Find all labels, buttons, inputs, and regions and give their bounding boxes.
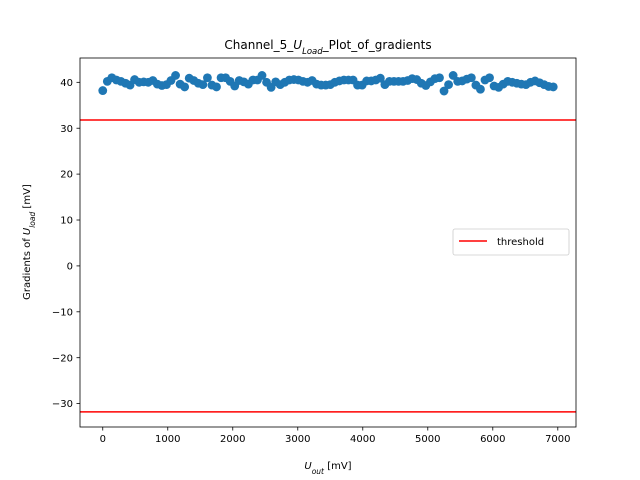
- y-tick-label: 0: [67, 262, 73, 273]
- data-point: [257, 71, 267, 80]
- chart-title: Channel_5_ULoad_Plot_of_gradients: [224, 38, 431, 57]
- data-point: [198, 80, 208, 90]
- data-point: [466, 73, 476, 83]
- x-tick-label: 0: [100, 434, 106, 445]
- data-point: [203, 73, 212, 83]
- y-axis-label: Gradients of Uload [mV]: [22, 184, 37, 300]
- y-tick-label: −30: [52, 399, 73, 410]
- data-point: [448, 71, 458, 80]
- y-tick-label: 20: [60, 170, 73, 181]
- x-tick-label: 5000: [415, 434, 440, 445]
- y-tick-label: −20: [52, 353, 73, 364]
- x-tick-label: 3000: [285, 434, 310, 445]
- legend-box: [452, 228, 570, 256]
- x-axis: 0 1000 2000 3000 4000 5000 6000 7000: [100, 427, 571, 445]
- data-point: [180, 82, 190, 92]
- data-point: [548, 82, 558, 92]
- x-tick-label: 1000: [155, 434, 180, 445]
- axes-frame: [79, 57, 577, 428]
- x-tick-label: 4000: [350, 434, 375, 445]
- x-tick-label: 2000: [220, 434, 245, 445]
- x-axis-label: Uout [mV]: [304, 461, 351, 476]
- legend: threshold: [452, 228, 570, 256]
- data-point: [476, 84, 485, 94]
- y-tick-label: 40: [60, 78, 73, 89]
- plot-area: [80, 71, 576, 413]
- data-point: [212, 82, 221, 92]
- y-tick-label: −10: [52, 307, 73, 318]
- data-point: [435, 73, 444, 83]
- legend-threshold-label: threshold: [497, 237, 544, 248]
- data-point: [171, 71, 180, 80]
- data-point: [375, 73, 385, 83]
- data-point: [98, 86, 108, 95]
- y-tick-label: 10: [60, 216, 73, 227]
- x-tick-label: 6000: [480, 434, 505, 445]
- y-axis: −30 −20 −10 0 10 20 30 40: [52, 78, 80, 410]
- data-point: [485, 73, 494, 83]
- y-tick-label: 30: [60, 124, 73, 135]
- data-point: [439, 86, 449, 96]
- x-tick-label: 7000: [545, 434, 570, 445]
- data-point: [444, 80, 453, 90]
